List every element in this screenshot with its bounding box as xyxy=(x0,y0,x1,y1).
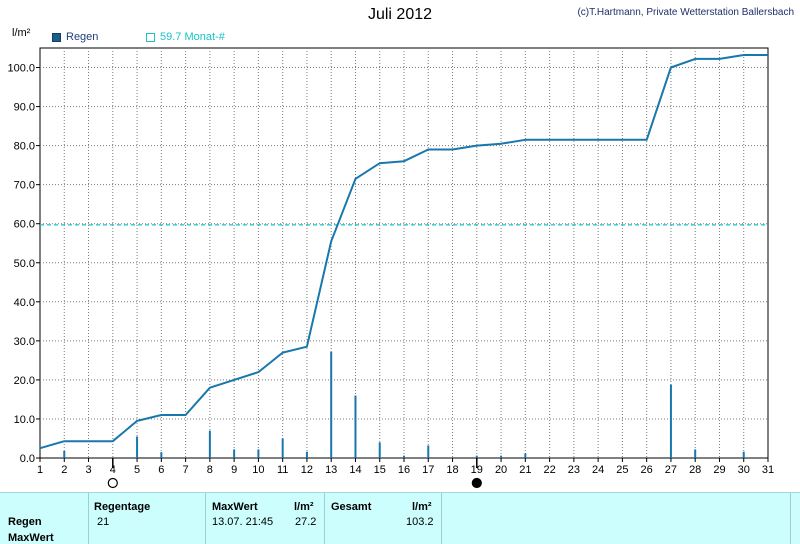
total-label: Gesamt xyxy=(331,501,372,513)
x-tick-label: 5 xyxy=(134,464,140,476)
rain-bar xyxy=(281,438,284,458)
rain-bar xyxy=(669,384,672,458)
rain-bar xyxy=(160,452,163,458)
rain-bar xyxy=(330,351,333,458)
total-unit: l/m² xyxy=(412,501,432,513)
x-tick-label: 25 xyxy=(616,464,628,476)
legend-item-month-reference[interactable]: 59.7 Monat-# xyxy=(146,31,225,43)
station-credit: (c)T.Hartmann, Private Wetterstation Bal… xyxy=(577,7,794,18)
y-tick-label: 60.0 xyxy=(14,219,35,231)
y-tick-label: 100.0 xyxy=(7,63,35,75)
y-tick-label: 90.0 xyxy=(14,102,35,114)
x-tick-label: 4 xyxy=(110,464,116,476)
x-tick-label: 29 xyxy=(713,464,725,476)
x-tick-label: 11 xyxy=(277,464,288,476)
x-tick-label: 7 xyxy=(183,464,189,476)
x-tick-label: 9 xyxy=(231,464,237,476)
summary-row-label-max: MaxWert xyxy=(8,532,54,544)
max-value-date: 13.07. 21:45 xyxy=(212,516,274,528)
y-tick-label: 70.0 xyxy=(14,180,35,192)
x-tick-label: 22 xyxy=(543,464,555,476)
summary-divider xyxy=(205,493,206,544)
x-tick-label: 17 xyxy=(422,464,434,476)
x-tick-label: 3 xyxy=(85,464,91,476)
max-value-unit: l/m² xyxy=(294,501,314,513)
x-tick-label: 21 xyxy=(519,464,531,476)
x-ticks: 1 2 3 4 5 6 7 8 9 10 11 12 13 14 15 16 17 18 19 20 21 22 23 24 2… xyxy=(37,458,774,476)
rain-bar xyxy=(500,455,503,458)
rain-bar xyxy=(257,449,260,458)
x-tick-label: 23 xyxy=(568,464,580,476)
cumulative-rain-line xyxy=(39,54,768,450)
summary-divider xyxy=(441,493,442,544)
rain-bar xyxy=(208,430,211,458)
x-tick-label: 30 xyxy=(738,464,750,476)
full-moon-icon xyxy=(107,477,118,489)
rain-bar xyxy=(233,449,236,458)
rain-bar xyxy=(378,442,381,458)
x-tick-label: 6 xyxy=(158,464,164,476)
x-tick-label: 13 xyxy=(325,464,337,476)
x-tick-label: 12 xyxy=(301,464,313,476)
rain-bar xyxy=(136,436,139,458)
x-tick-label: 18 xyxy=(446,464,458,476)
x-tick-label: 10 xyxy=(252,464,264,476)
legend-month-label: 59.7 Monat-# xyxy=(160,31,225,43)
x-tick-label: 26 xyxy=(641,464,653,476)
x-tick-label: 27 xyxy=(665,464,677,476)
x-tick-label: 15 xyxy=(374,464,386,476)
y-ticks: 0.0 10.0 20.0 30.0 40.0 50.0 60.0 70.0 80.0 90.0 1… xyxy=(7,63,40,465)
x-tick-label: 28 xyxy=(689,464,701,476)
x-tick-label: 19 xyxy=(471,464,483,476)
total-value: 103.2 xyxy=(406,516,434,528)
x-tick-label: 16 xyxy=(398,464,410,476)
rain-bar xyxy=(403,455,405,458)
y-tick-label: 0.0 xyxy=(20,453,35,465)
x-tick-label: 2 xyxy=(61,464,67,476)
chart-title: Juli 2012 xyxy=(367,6,433,23)
grid-vertical xyxy=(63,48,745,458)
rain-bar xyxy=(305,451,308,458)
new-moon-icon xyxy=(471,477,482,489)
rain-bar xyxy=(63,450,66,458)
y-tick-label: 50.0 xyxy=(14,258,35,270)
x-tick-label: 14 xyxy=(349,464,361,476)
max-value-label: MaxWert xyxy=(212,501,258,513)
rain-bar xyxy=(354,395,357,458)
y-tick-label: 80.0 xyxy=(14,141,35,153)
max-value-amount: 27.2 xyxy=(295,516,317,528)
summary-panel: Regen MaxWert Regentage 21 MaxWert l/m² … xyxy=(0,492,800,544)
legend-rain-label: Regen xyxy=(66,31,99,43)
rain-bar xyxy=(742,451,745,458)
rain-swatch-icon xyxy=(52,32,61,42)
line-layer xyxy=(39,54,768,450)
x-tick-label: 24 xyxy=(592,464,604,476)
rain-bar xyxy=(694,449,697,458)
rain-days-label: Regentage xyxy=(94,501,151,513)
x-tick-label: 1 xyxy=(37,464,43,476)
summary-row-label-rain: Regen xyxy=(8,516,42,528)
y-tick-label: 40.0 xyxy=(14,297,35,309)
x-tick-label: 31 xyxy=(762,464,774,476)
rain-days-value: 21 xyxy=(97,516,110,528)
summary-divider xyxy=(324,493,325,544)
rain-chart: 0.0 10.0 20.0 30.0 40.0 50.0 60.0 70.0 80.0 90.0 1… xyxy=(7,47,774,489)
x-tick-label: 8 xyxy=(207,464,213,476)
rain-bar xyxy=(524,453,527,458)
moon-markers xyxy=(107,458,482,489)
grid-horizontal xyxy=(40,67,768,420)
y-tick-label: 10.0 xyxy=(14,414,35,426)
legend-item-rain[interactable]: Regen xyxy=(52,31,98,43)
summary-divider xyxy=(88,493,89,544)
y-tick-label: 20.0 xyxy=(14,375,35,387)
rain-bar xyxy=(475,455,478,458)
month-swatch-icon xyxy=(146,32,155,42)
summary-divider xyxy=(790,493,791,544)
y-axis-unit: l/m² xyxy=(12,27,31,39)
bar-layer xyxy=(63,351,745,458)
rain-bar xyxy=(427,445,430,458)
x-tick-label: 20 xyxy=(495,464,507,476)
y-tick-label: 30.0 xyxy=(14,336,35,348)
